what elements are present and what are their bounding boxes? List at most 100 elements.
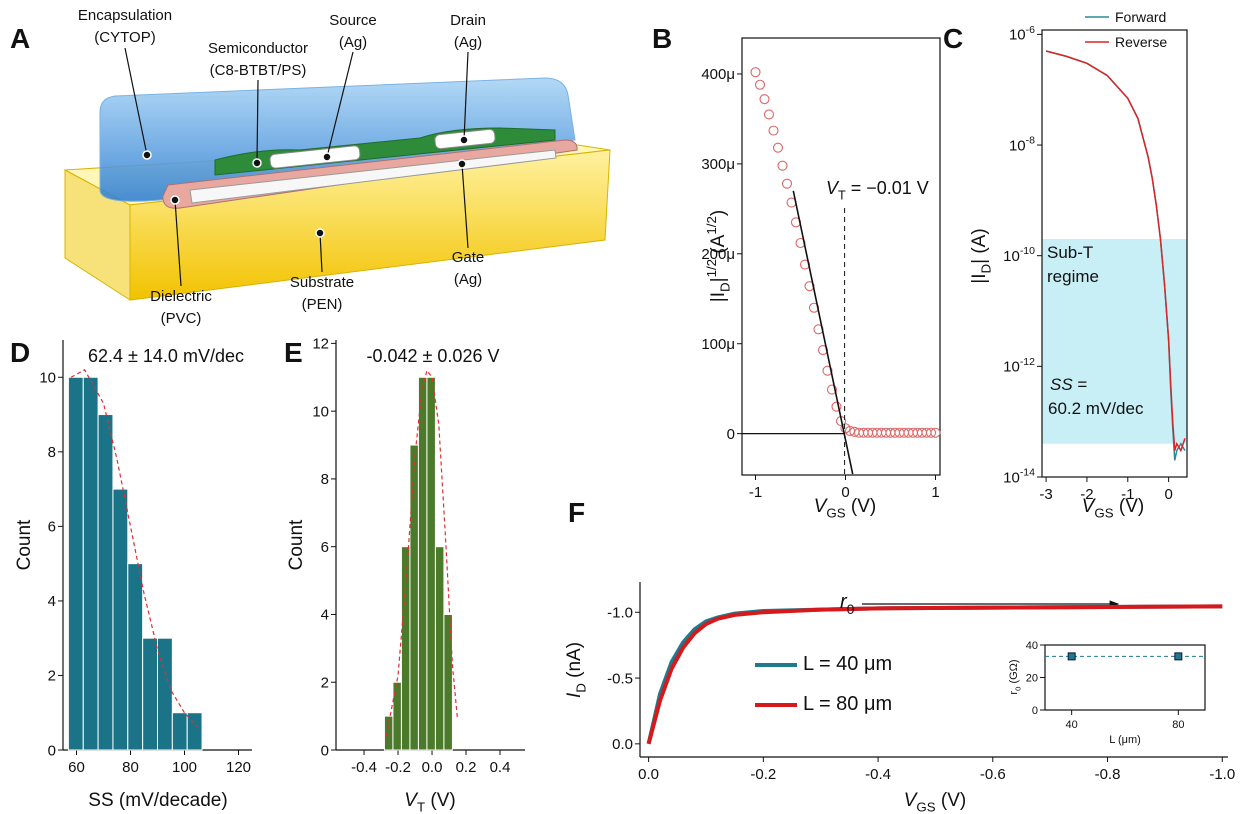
y-tick-label: 0: [321, 742, 329, 759]
y-tick-label: 6: [321, 539, 329, 556]
y-tick-label: 20: [1026, 672, 1038, 684]
y-tick-label: 0.0: [612, 736, 633, 753]
panel-letter: C: [943, 23, 963, 54]
text-part: (GΩ): [1008, 659, 1020, 686]
panel-letter: A: [10, 23, 30, 54]
x-tick-label: -1: [1121, 486, 1134, 503]
x-axis-label: L (μm): [1109, 734, 1141, 746]
tick-text: 400μ: [701, 66, 735, 83]
diagram-label: (C8-BTBT/PS): [210, 62, 307, 79]
data-point: [768, 125, 779, 136]
bar: [434, 546, 445, 751]
text-part: (V): [425, 790, 456, 811]
diagram-label: Drain: [450, 12, 486, 29]
diagram-label: Dielectric: [150, 288, 212, 305]
diagram-label: Encapsulation: [78, 7, 172, 24]
bar: [127, 563, 144, 751]
text-part: 1/2: [704, 259, 719, 278]
text-part: | (A): [969, 228, 990, 264]
tick-text: 10: [1003, 248, 1020, 265]
text-part: V: [904, 790, 919, 811]
fit-line: [792, 190, 854, 475]
y-tick-label: 10: [312, 403, 329, 420]
text-part: (A: [708, 234, 729, 259]
diagram-label: Semiconductor: [208, 40, 308, 57]
bar: [186, 712, 203, 751]
tick-text: 20: [1026, 672, 1038, 684]
tick-text: 0: [727, 426, 735, 443]
text-part: V: [814, 496, 829, 517]
x-tick-label: -2: [1080, 486, 1093, 503]
tick-text: 6: [321, 539, 329, 556]
tick-exponent: -6: [1026, 24, 1035, 36]
bar: [400, 546, 411, 751]
x-tick-label: -0.8: [1095, 766, 1121, 783]
x-tick-label: -1: [749, 484, 762, 501]
diagram-label: Gate: [452, 249, 485, 266]
tick-text: 0.0: [612, 736, 633, 753]
tick-exponent: -8: [1026, 135, 1035, 147]
text-part: GS: [1094, 506, 1113, 521]
y-tick-label: 2: [48, 668, 56, 685]
diagram-label: Source: [329, 12, 377, 29]
x-axis-label: VGS (V): [1082, 496, 1145, 521]
inset-point: [1067, 652, 1076, 661]
text-part: (V): [936, 790, 967, 811]
bar: [426, 376, 436, 751]
annotation: VT = −0.01 V: [826, 178, 929, 202]
data-point: [925, 427, 937, 438]
y-tick-label: 400μ: [701, 66, 735, 83]
text-part: D: [574, 683, 589, 693]
y-tick-label: 12: [312, 336, 329, 353]
panel-letter: E: [284, 337, 303, 368]
tick-text: 10: [1009, 137, 1026, 154]
y-axis-label: Count: [14, 519, 35, 570]
tick-text: 6: [48, 519, 56, 536]
bar: [112, 488, 129, 751]
text-part: 0: [1013, 687, 1022, 691]
y-tick-label: 10-10: [1003, 245, 1035, 265]
bar: [157, 637, 173, 751]
text-part: r: [1008, 691, 1020, 695]
x-tick-label: 80: [1172, 719, 1184, 731]
plot-frame: [1041, 29, 1188, 478]
annotation: regime: [1047, 267, 1099, 286]
x-axis-label: SS (mV/decade): [88, 790, 227, 811]
x-tick-label: -0.4: [865, 766, 891, 783]
bar: [443, 613, 453, 751]
x-tick-label: -0.2: [750, 766, 776, 783]
x-tick-label: -3: [1039, 486, 1052, 503]
x-tick-label: 0.0: [638, 766, 659, 783]
y-axis-label: |ID|1/2 (A1/2): [704, 210, 733, 302]
diagram-label: (Ag): [454, 34, 482, 51]
y-tick-label: 8: [48, 444, 56, 461]
x-tick-label: 0.0: [422, 759, 443, 776]
x-tick-label: 100: [172, 759, 197, 776]
text-part: (V): [1114, 496, 1145, 517]
leader-lines: [124, 47, 469, 287]
x-axis-label: VGS (V): [904, 790, 967, 814]
tick-text: 10: [1003, 359, 1020, 376]
x-tick-label: 120: [226, 759, 251, 776]
text-part: = −0.01 V: [846, 178, 929, 198]
x-tick-label: 0: [841, 484, 849, 501]
bar: [97, 414, 114, 751]
tick-text: 8: [321, 471, 329, 488]
x-axis-label: VGS (V): [814, 496, 877, 521]
tick-text: 10: [1009, 27, 1026, 44]
bar: [409, 444, 419, 751]
text-part: T: [838, 188, 846, 202]
panel-letter: D: [10, 337, 30, 368]
text-part: 0: [847, 601, 855, 617]
y-tick-label: 10-6: [1009, 24, 1035, 44]
text-part: I: [564, 692, 585, 698]
y-tick-label: 0: [48, 742, 56, 759]
x-tick-label: -0.6: [980, 766, 1006, 783]
x-tick-label: 0.4: [490, 759, 511, 776]
annotation: Sub-T: [1047, 243, 1093, 262]
x-tick-label: 80: [122, 759, 139, 776]
y-axis-label: Count: [286, 519, 307, 570]
data-point: [781, 178, 793, 189]
text-part: (V): [846, 496, 877, 517]
